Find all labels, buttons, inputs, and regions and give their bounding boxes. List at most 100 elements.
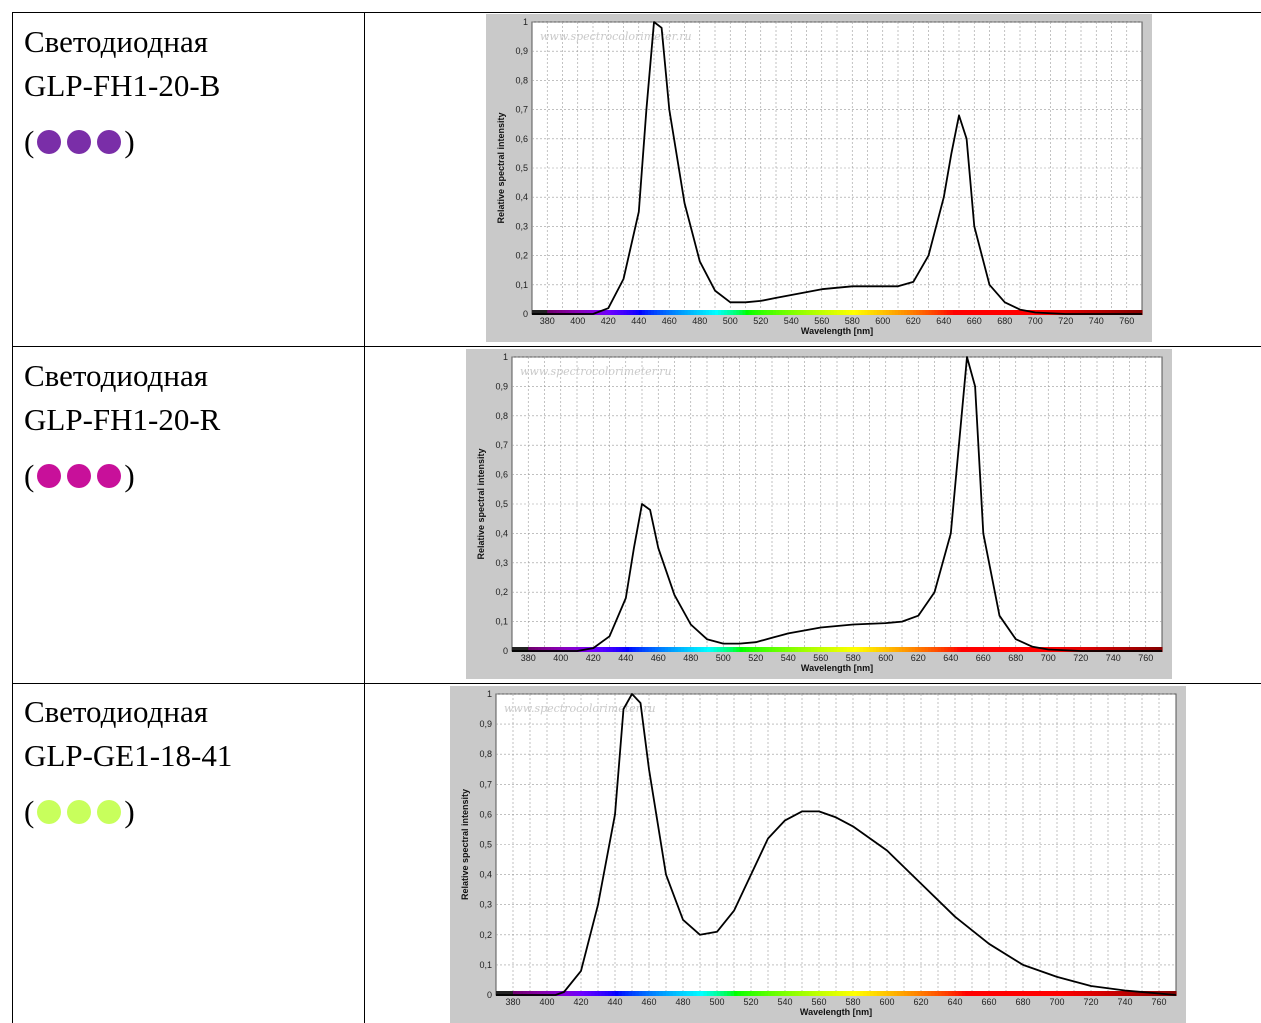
spectrum-band-segment [509,991,514,996]
spectrum-band-segment [1114,991,1119,996]
spectrum-band-segment [696,991,701,996]
color-dot [97,464,122,488]
x-tick-label: 380 [505,997,520,1007]
x-tick-label: 380 [540,316,555,326]
spectrum-band-segment [1071,310,1076,315]
spectrum-band-segment [1015,647,1020,652]
spectrum-band-segment [970,647,975,652]
spectrum-band-segment [690,647,695,652]
spectrum-band-segment [1084,310,1088,315]
y-tick-label: 0 [503,646,508,656]
x-tick-label: 420 [601,316,616,326]
spectrum-band-segment [968,991,973,996]
spectrum-band-segment [937,647,942,652]
spectrum-line [496,693,1177,996]
spectrum-band-segment [1129,647,1134,652]
spectrum-band-segment [1057,991,1061,996]
spectrum-band-segment [629,647,633,652]
spectrum-band-segment [1007,310,1012,315]
spectrum-band-segment [672,991,677,996]
spectrum-band-segment [1099,310,1103,315]
spectrum-band-segment [978,991,983,996]
spectrum-band-segment [766,310,771,315]
spectrum-band-segment [955,310,960,315]
x-tick-label: 600 [879,997,894,1007]
spectrum-band-segment [975,991,980,996]
spectrum-band-segment [910,991,915,996]
y-tick-label: 0,2 [515,251,528,261]
spectrum-band-segment [924,647,929,652]
color-dots: ( ) [24,790,354,834]
spectrum-band-segment [1028,647,1033,652]
x-tick-label: 420 [586,653,601,663]
spectrum-band-segment [885,310,890,315]
spectrum-band-segment [921,991,925,996]
spectrum-band-segment [1077,991,1082,996]
spectrum-band-segment [934,991,939,996]
spectrum-band-segment [1068,310,1073,315]
spectrum-band-segment [553,310,557,315]
spectrum-band-segment [740,991,745,996]
spectrum-band-segment [842,991,847,996]
spectrum-band-segment [547,310,551,315]
spectrum-band-segment [827,310,832,315]
spectrum-band-segment [641,310,646,315]
spectrum-band-segment [632,991,636,996]
spectrum-band-segment [1114,310,1119,315]
spectrum-band-segment [518,647,523,652]
spectrum-band-segment [599,647,604,652]
x-tick-label: 640 [943,653,958,663]
spectrum-band-segment [1071,647,1075,652]
x-axis-title: Wavelength [nm] [800,1007,872,1017]
spectrum-band-segment [804,647,809,652]
spectrum-band-segment [894,310,899,315]
color-dot [37,800,62,824]
spectrum-band-segment [560,991,565,996]
spectrum-band-segment [677,647,682,652]
spectrum-band-segment [1026,310,1030,315]
color-dot [37,464,62,488]
y-axis-title: Relative spectral intensity [496,112,506,223]
spectrum-band-segment [1077,310,1082,315]
spectrum-band-segment [671,647,676,652]
x-tick-label: 660 [967,316,982,326]
spectrum-band-segment [1116,647,1121,652]
spectrum-band-segment [580,310,585,315]
spectrum-band-segment [866,991,871,996]
spectrum-band-segment [648,647,653,652]
spectrum-band-segment [949,310,954,315]
x-tick-label: 380 [521,653,536,663]
spectrum-band-segment [999,991,1004,996]
spectrum-band-segment [800,310,805,315]
spectrum-band-segment [1050,991,1055,996]
spectrum-band-segment [1106,647,1111,652]
spectrum-band-segment [550,991,555,996]
y-tick-label: 0,7 [479,779,492,789]
spectrum-band-segment [625,647,630,652]
spectrum-band-segment [1096,310,1100,315]
x-tick-label: 760 [1151,997,1166,1007]
spectrum-band-segment [662,991,667,996]
spectrum-band-segment [1100,647,1105,652]
spectrum-band-segment [652,991,657,996]
spectrum-band-segment [697,647,702,652]
spectrum-band-segment [778,647,783,652]
spectrum-band-segment [530,991,534,996]
spectrum-band-segment [814,647,819,652]
spectrum-band-segment [1036,991,1041,996]
spectrum-band-segment [687,310,692,315]
spectrum-band-segment [840,310,844,315]
x-tick-label: 680 [1008,653,1023,663]
x-tick-label: 620 [911,653,926,663]
x-tick-label: 560 [814,316,829,326]
spectrum-band-segment [551,647,555,652]
spectrum-band-segment [642,647,646,652]
spectrum-band-segment [825,991,830,996]
spectrum-band-segment [824,310,829,315]
spectrum-band-segment [856,991,861,996]
spectrum-band-segment [1087,647,1092,652]
x-tick-label: 740 [1117,997,1132,1007]
spectrum-band-segment [596,647,601,652]
spectrum-band-segment [893,991,898,996]
spectrum-band-segment [657,310,661,315]
